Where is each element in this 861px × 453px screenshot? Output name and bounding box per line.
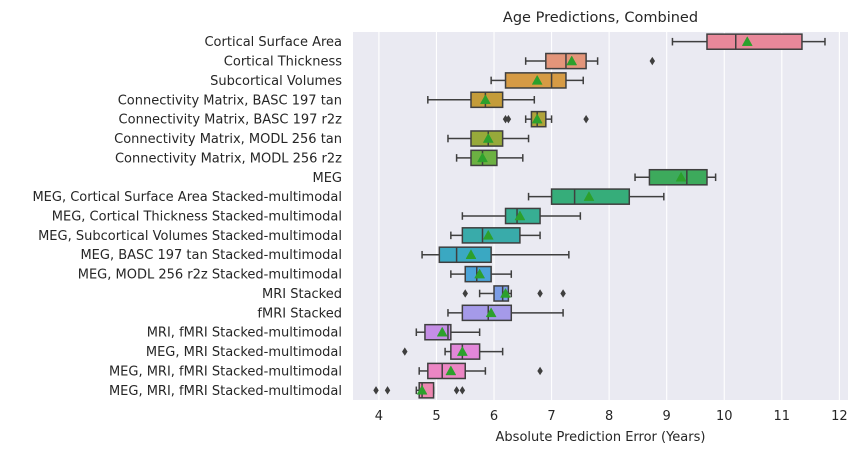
box-group <box>634 168 717 186</box>
x-tick-label: 10 <box>716 409 733 424</box>
y-tick-label: MEG, MRI, fMRI Stacked-multimodal <box>109 364 342 379</box>
x-tick-label: 7 <box>547 409 555 424</box>
box-group <box>450 227 541 244</box>
x-tick-label: 4 <box>375 409 383 424</box>
mean-marker <box>436 326 448 337</box>
y-tick-label: MEG, Cortical Surface Area Stacked-multi… <box>32 190 342 205</box>
mean-marker <box>456 346 468 356</box>
outlier-point <box>462 289 468 298</box>
mean-marker <box>514 210 526 221</box>
mean-marker <box>474 268 486 279</box>
y-tick-label: Subcortical Volumes <box>210 74 342 89</box>
outlier-point <box>649 56 656 66</box>
plot-background <box>353 32 848 400</box>
y-tick-label: MRI, fMRI Stacked-multimodal <box>147 326 342 341</box>
outlier-point <box>453 386 460 395</box>
mean-marker <box>482 229 494 240</box>
mean-marker <box>416 384 428 395</box>
y-tick-label: MEG, MRI, fMRI Stacked-multimodal <box>109 384 342 399</box>
y-tick-label: Connectivity Matrix, MODL 256 r2z <box>115 151 342 166</box>
y-tick-label: MEG <box>312 171 342 186</box>
box-group <box>415 323 481 341</box>
box-group <box>418 362 543 380</box>
box-group <box>402 343 504 360</box>
mean-marker <box>566 55 578 66</box>
y-tick-labels: Cortical Surface Area Cortical Thickness S… <box>32 35 342 399</box>
outlier-point <box>537 366 543 376</box>
x-tick-label: 9 <box>663 409 671 424</box>
mean-marker <box>531 113 543 124</box>
y-tick-label: MRI Stacked <box>262 287 342 302</box>
x-tick-labels: 4 5 6 7 8 9 10 11 12 <box>375 409 848 424</box>
mean-marker <box>583 191 595 201</box>
mean-marker <box>465 249 477 259</box>
x-tick-label: 6 <box>490 409 498 424</box>
y-tick-label: Connectivity Matrix, MODL 256 tan <box>114 132 342 147</box>
box-group <box>671 33 826 50</box>
mean-marker <box>500 287 511 298</box>
box-iqr <box>438 246 492 264</box>
y-tick-label: Cortical Surface Area <box>204 35 342 50</box>
box-group <box>421 246 570 264</box>
outlier-point <box>373 386 379 395</box>
mean-marker <box>531 74 543 85</box>
outlier-point <box>537 289 543 298</box>
box-group <box>490 72 584 89</box>
y-tick-label: MEG, BASC 197 tan Stacked-multimodal <box>80 248 342 263</box>
y-tick-label: MEG, Subcortical Volumes Stacked-multimo… <box>38 229 342 244</box>
outlier-point <box>502 114 509 124</box>
mean-marker <box>482 133 494 143</box>
outlier-point <box>560 289 566 298</box>
mean-marker <box>477 152 488 163</box>
box-iqr <box>427 362 466 380</box>
x-tick-label: 5 <box>432 409 440 424</box>
box-group <box>447 304 564 322</box>
x-tick-label: 12 <box>831 409 848 424</box>
box-group <box>455 149 524 167</box>
box-iqr <box>424 323 452 341</box>
box-iqr <box>461 304 513 322</box>
box-group <box>502 110 589 128</box>
x-axis-title: Absolute Prediction Error (Years) <box>496 430 706 445</box>
box-group <box>427 91 536 109</box>
y-tick-label: MEG, Cortical Thickness Stacked-multimod… <box>52 210 342 225</box>
x-tick-label: 11 <box>774 409 791 424</box>
box-group <box>524 52 656 70</box>
outlier-point <box>459 386 466 395</box>
outlier-point <box>583 114 589 124</box>
y-tick-label: fMRI Stacked <box>257 306 342 321</box>
mean-marker <box>485 307 497 318</box>
box-group <box>527 188 665 205</box>
mean-marker <box>479 94 491 105</box>
box-group <box>447 130 530 147</box>
mean-marker <box>675 171 687 182</box>
chart-title: Age Predictions, Combined <box>503 10 698 26</box>
mean-marker <box>741 36 753 46</box>
box-group <box>373 382 466 399</box>
outlier-point <box>384 386 391 395</box>
box-group <box>461 207 582 225</box>
y-tick-label: Cortical Thickness <box>224 55 342 70</box>
box-group <box>462 285 566 302</box>
y-tick-label: MEG, MRI Stacked-multimodal <box>146 345 342 360</box>
box-group <box>450 265 513 283</box>
outlier-point <box>402 347 408 356</box>
box-iqr <box>706 33 803 50</box>
y-tick-label: Connectivity Matrix, BASC 197 r2z <box>119 113 343 128</box>
outlier-point <box>505 114 512 124</box>
x-tick-label: 8 <box>605 409 613 424</box>
y-tick-label: Connectivity Matrix, BASC 197 tan <box>118 93 342 108</box>
mean-marker <box>445 365 457 376</box>
y-tick-label: MEG, MODL 256 r2z Stacked-multimodal <box>78 268 342 283</box>
boxes <box>373 33 826 399</box>
